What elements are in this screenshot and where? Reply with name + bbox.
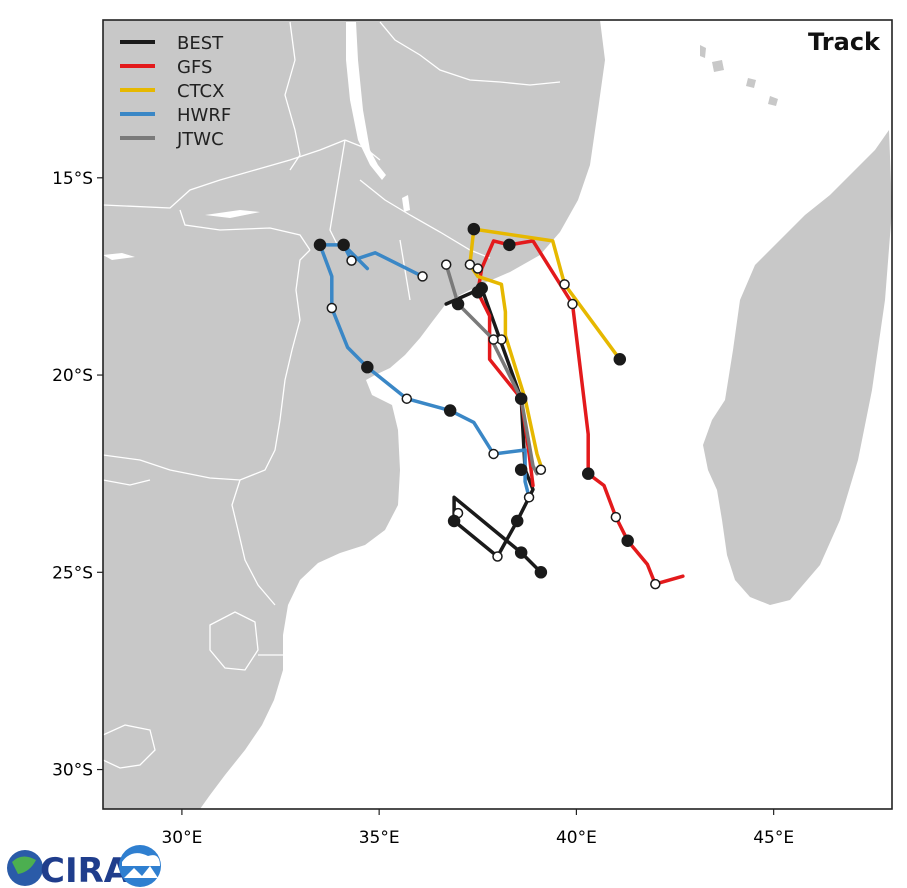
lake — [402, 195, 410, 212]
track-point-hwrf — [443, 404, 457, 417]
madagascar-land — [703, 130, 892, 605]
comoros-island — [700, 45, 706, 58]
legend-label: GFS — [177, 57, 212, 78]
markers-layer — [313, 222, 661, 590]
track-point-best — [510, 514, 524, 528]
track-point-best — [523, 492, 535, 503]
legend-label: BEST — [177, 33, 224, 54]
x-tick-label: 45°E — [753, 828, 794, 848]
x-axis-ticks: 30°E 35°E 40°E 45°E — [161, 809, 794, 848]
y-tick-label: 15°S — [52, 169, 93, 189]
axes-frame — [102, 19, 893, 810]
y-tick-label: 20°S — [52, 366, 93, 386]
track-point-hwrf — [488, 448, 499, 460]
track-point-hwrf — [346, 255, 357, 266]
track-point-best — [447, 514, 461, 528]
x-tick-label: 40°E — [556, 828, 597, 848]
track-point-ctcx — [559, 279, 570, 290]
x-tick-label: 35°E — [359, 828, 400, 848]
track-point-gfs — [650, 578, 661, 590]
y-tick-label: 30°S — [52, 761, 93, 781]
track-line-hwrf-branch — [341, 243, 425, 279]
lake — [205, 210, 260, 218]
track-point-gfs — [621, 534, 634, 547]
track-point-hwrf — [361, 360, 374, 374]
track-point-best — [514, 392, 528, 405]
legend-label: JTWC — [176, 129, 224, 150]
track-point-ctcx — [535, 464, 547, 475]
mountain-icon — [124, 866, 158, 878]
track-point-gfs — [503, 238, 516, 252]
legend-label: HWRF — [177, 105, 231, 126]
track-point-best — [514, 463, 528, 476]
track-point-gfs — [567, 298, 578, 310]
cira-logo-text: CIRA — [40, 851, 131, 888]
track-point-gfs — [581, 467, 595, 480]
legend-label: CTCX — [177, 81, 224, 102]
track-point-hwrf — [313, 238, 327, 252]
track-point-best — [451, 297, 465, 311]
globe-land-icon — [12, 856, 36, 874]
comoros-island — [712, 60, 724, 72]
track-point-jtwc — [440, 259, 452, 270]
track-point-hwrf — [337, 238, 350, 252]
track-line-jtwc — [444, 262, 539, 476]
lake-malawi — [346, 22, 386, 180]
track-point-ctcx — [613, 353, 627, 366]
track-point-hwrf — [401, 393, 413, 404]
country-borders — [103, 21, 561, 769]
track-point-best — [492, 551, 503, 562]
track-point-hwrf — [326, 302, 338, 314]
track-point-hwrf — [417, 271, 428, 282]
map-area — [103, 20, 892, 809]
x-tick-label: 30°E — [161, 828, 202, 848]
cloud-icon — [122, 853, 160, 866]
legend: BEST GFS CTCX HWRF JTWC — [120, 33, 231, 150]
y-axis-ticks: 15°S 20°S 25°S 30°S — [52, 169, 103, 781]
track-point-jtwc — [488, 334, 499, 345]
track-point-best — [534, 566, 548, 579]
track-line-ctcx — [468, 227, 622, 468]
comoros-island — [768, 96, 778, 106]
cira-logo: CIRA — [7, 845, 161, 888]
comoros-island — [746, 78, 756, 88]
track-point-ctcx — [472, 263, 484, 274]
track-point-ctcx — [467, 222, 481, 236]
track-point-best — [514, 546, 528, 559]
y-tick-label: 25°S — [52, 563, 93, 583]
lake — [103, 253, 135, 260]
map-title: Track — [808, 28, 881, 56]
track-point-gfs — [610, 511, 622, 523]
track-point-gfs — [471, 285, 485, 299]
